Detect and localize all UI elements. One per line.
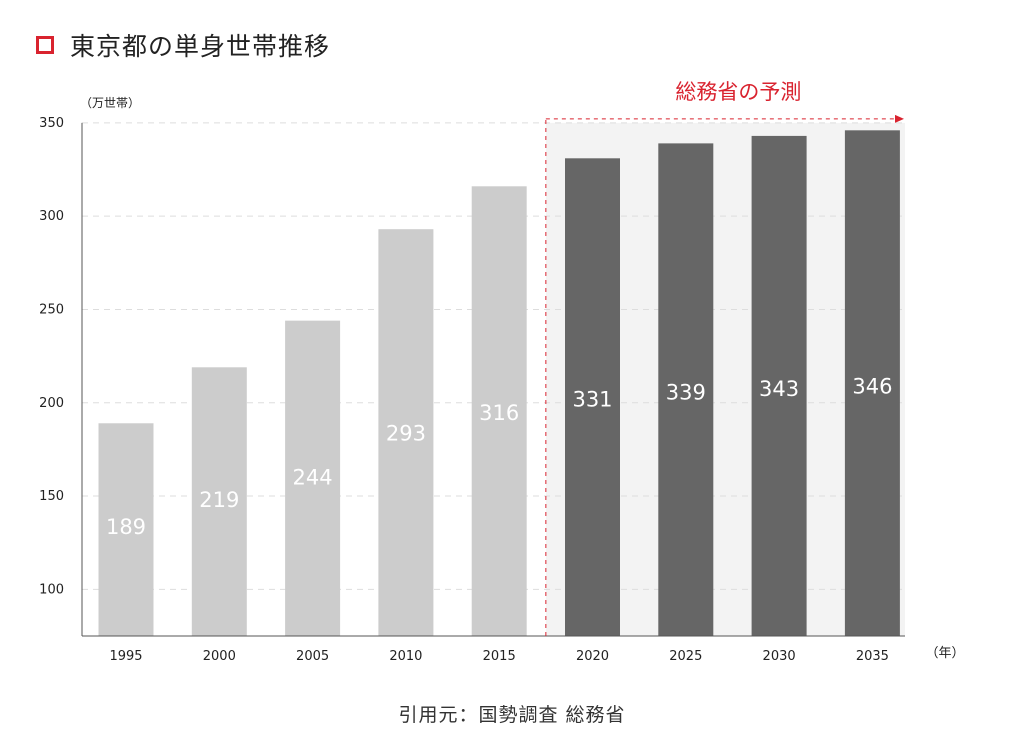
- y-tick-label: 350: [39, 116, 64, 131]
- bar: [844, 130, 900, 636]
- bar-value-label: 346: [852, 374, 892, 398]
- bar: [98, 423, 154, 636]
- bar-value-label: 189: [106, 515, 146, 539]
- x-tick-label: 2025: [669, 649, 702, 664]
- bar-value-label: 244: [293, 466, 333, 490]
- forecast-arrow-icon: [895, 114, 904, 123]
- bar-value-label: 331: [572, 388, 612, 412]
- bar: [285, 320, 341, 636]
- y-tick-label: 150: [39, 489, 64, 504]
- x-tick-label: 2030: [763, 649, 796, 664]
- bar: [378, 229, 434, 636]
- bar: [191, 367, 247, 636]
- title-square-icon: [36, 36, 54, 54]
- bar: [471, 186, 527, 636]
- source-citation: 引用元：国勢調査 総務省: [398, 704, 626, 726]
- x-tick-label: 2035: [856, 649, 889, 664]
- x-tick-label: 1995: [109, 649, 142, 664]
- x-tick-label: 2010: [389, 649, 422, 664]
- x-tick-label: 2015: [483, 649, 516, 664]
- bar: [751, 135, 807, 637]
- page-title: 東京都の単身世帯推移: [70, 32, 331, 61]
- bar: [658, 143, 714, 636]
- chart-title: 東京都の単身世帯推移: [36, 28, 330, 62]
- x-tick-label: 2005: [296, 649, 329, 664]
- y-tick-label: 300: [39, 209, 64, 224]
- forecast-label: 総務省の予測: [675, 80, 801, 104]
- bar-value-label: 316: [479, 401, 519, 425]
- y-tick-label: 100: [39, 582, 64, 597]
- y-tick-label: 200: [39, 396, 64, 411]
- bar-value-label: 343: [759, 377, 799, 401]
- bar-value-label: 339: [666, 381, 706, 405]
- y-tick-label: 250: [39, 302, 64, 317]
- y-axis-unit: （万世帯）: [80, 96, 140, 110]
- x-tick-label: 2000: [203, 649, 236, 664]
- x-tick-label: 2020: [576, 649, 609, 664]
- bar-value-label: 219: [199, 488, 239, 512]
- x-axis-unit: （年）: [925, 646, 964, 661]
- bar-value-label: 293: [386, 422, 426, 446]
- bar: [565, 158, 620, 636]
